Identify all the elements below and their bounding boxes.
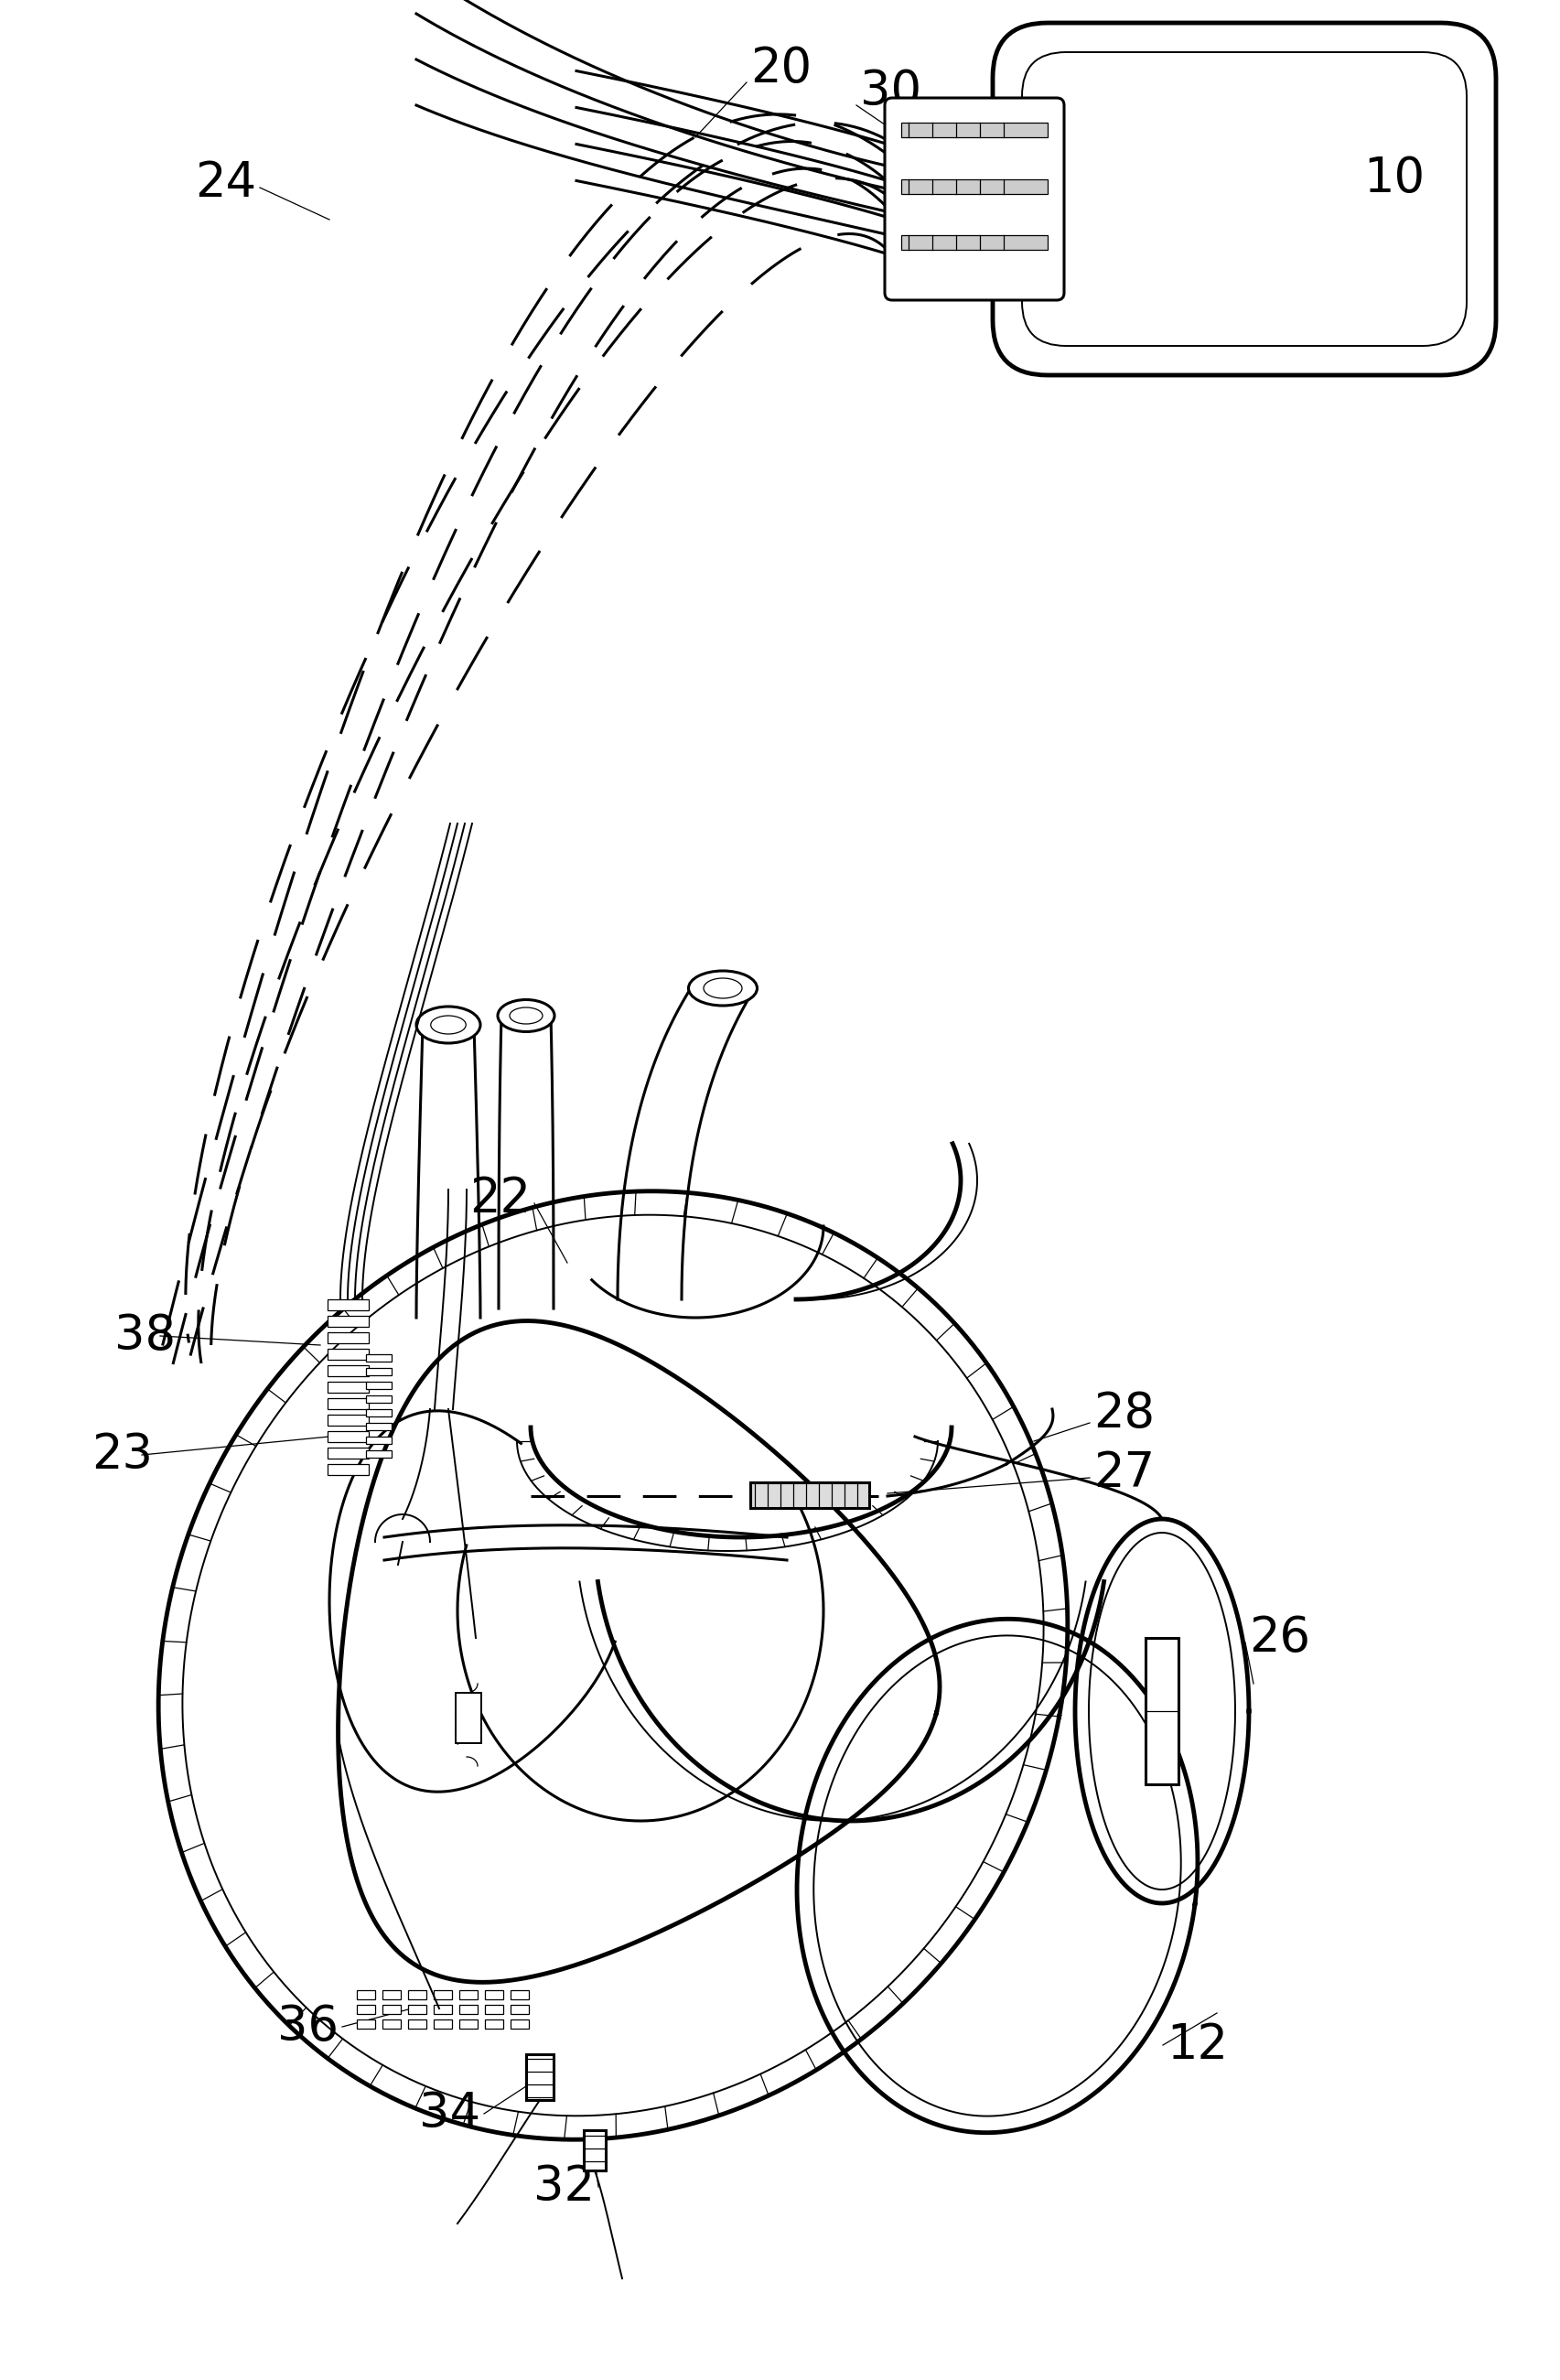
Bar [328, 1366, 368, 1376]
Bar [902, 236, 1048, 250]
Ellipse shape [704, 978, 743, 997]
Bar [459, 2021, 477, 2028]
Bar [510, 2004, 529, 2013]
Bar [902, 124, 1048, 138]
Bar [459, 1990, 477, 1999]
Bar [367, 1449, 392, 1457]
Text: 26: 26 [1250, 1614, 1310, 1661]
Ellipse shape [498, 1000, 554, 1031]
Bar [382, 2021, 401, 2028]
Bar [485, 2021, 504, 2028]
Text: 20: 20 [750, 45, 811, 93]
Bar [328, 1349, 368, 1359]
Bar [456, 1692, 482, 1742]
Text: 32: 32 [534, 2163, 594, 2211]
Bar [328, 1397, 368, 1409]
Bar [367, 1354, 392, 1361]
Bar [526, 2054, 554, 2099]
Bar [382, 1990, 401, 1999]
Bar [485, 1990, 504, 1999]
Text: 36: 36 [278, 2004, 339, 2052]
Bar [409, 1990, 426, 1999]
Bar [583, 2130, 605, 2171]
Bar [409, 2004, 426, 2013]
Bar [434, 1990, 452, 1999]
Bar [434, 2021, 452, 2028]
Bar [409, 2021, 426, 2028]
Bar [459, 2004, 477, 2013]
Bar [367, 1438, 392, 1445]
Bar [434, 2004, 452, 2013]
Bar [328, 1414, 368, 1426]
Bar [328, 1316, 368, 1326]
Bar [382, 2004, 401, 2013]
Text: 28: 28 [1094, 1390, 1154, 1438]
Bar [367, 1423, 392, 1430]
Ellipse shape [417, 1007, 480, 1042]
Bar [367, 1368, 392, 1376]
Bar [367, 1409, 392, 1416]
Bar [485, 2004, 504, 2013]
Text: 23: 23 [92, 1430, 153, 1478]
Text: 10: 10 [1363, 155, 1424, 202]
Ellipse shape [431, 1016, 466, 1033]
Text: 22: 22 [470, 1176, 530, 1223]
Bar [1145, 1637, 1178, 1785]
Bar [328, 1333, 368, 1342]
Bar [902, 178, 1048, 193]
Bar [328, 1464, 368, 1476]
Text: 30: 30 [860, 67, 922, 114]
Text: 24: 24 [195, 159, 256, 207]
Bar [328, 1430, 368, 1442]
Bar [357, 1990, 374, 1999]
Bar [357, 2021, 374, 2028]
Bar [510, 1990, 529, 1999]
Bar [510, 2021, 529, 2028]
FancyBboxPatch shape [885, 98, 1064, 300]
Bar [750, 1483, 869, 1509]
Text: 34: 34 [420, 2090, 480, 2137]
Bar [328, 1299, 368, 1311]
Bar [328, 1447, 368, 1459]
Bar [357, 2004, 374, 2013]
Bar [328, 1383, 368, 1392]
Ellipse shape [510, 1007, 543, 1023]
Bar [367, 1395, 392, 1402]
Ellipse shape [688, 971, 757, 1007]
FancyBboxPatch shape [992, 24, 1496, 376]
Text: 12: 12 [1167, 2021, 1228, 2068]
Text: 38: 38 [114, 1311, 176, 1359]
FancyBboxPatch shape [1022, 52, 1466, 345]
Text: 27: 27 [1094, 1449, 1154, 1497]
Bar [367, 1383, 392, 1390]
